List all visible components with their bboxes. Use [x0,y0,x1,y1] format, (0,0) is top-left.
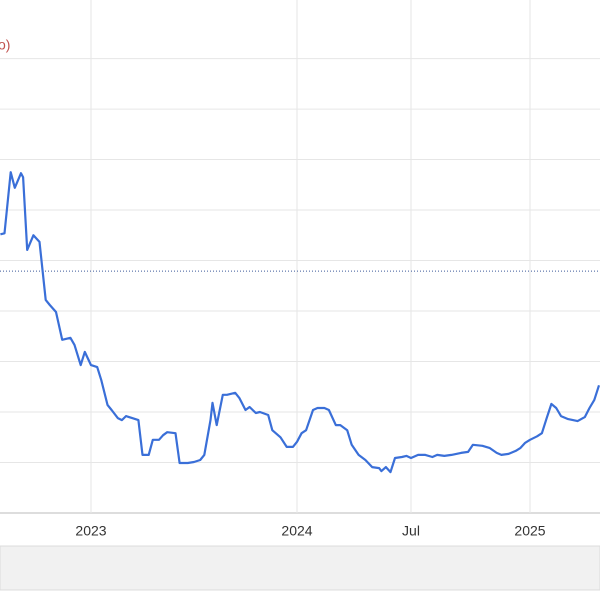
line-series [0,171,600,474]
x-tick-label: 2025 [514,523,545,539]
x-tick-label: Jul [402,523,420,539]
chart-title: o) [0,37,10,53]
x-tick-label: 2023 [75,523,106,539]
x-tick-label: 2024 [281,523,312,539]
range-selector [0,545,600,591]
